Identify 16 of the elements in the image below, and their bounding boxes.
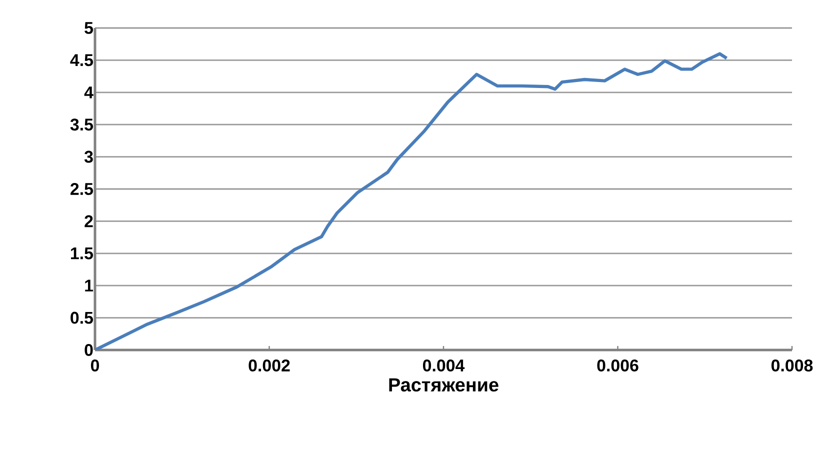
x-axis-title: Растяжение — [389, 378, 498, 392]
y-tick-label: 3 — [84, 150, 93, 163]
y-tick-label: 3.5 — [70, 118, 94, 131]
y-tick-label: 2.5 — [70, 183, 94, 196]
y-tick-label: 0.5 — [70, 312, 94, 324]
y-tick-label: 4.5 — [70, 54, 94, 66]
x-tick-label: 0.008 — [771, 359, 813, 372]
x-tick-label: 0.004 — [422, 359, 465, 372]
x-tick-label: 0.002 — [248, 359, 290, 372]
y-tick-label: 1.5 — [70, 247, 94, 260]
y-tick-label: 1 — [85, 280, 94, 292]
x-tick-label: 0.006 — [597, 359, 638, 372]
y-tick-label: 0 — [84, 344, 93, 356]
y-tick-label: 2 — [84, 215, 93, 228]
y-tick-label: 4 — [84, 86, 94, 98]
y-tick-label: 5 — [84, 22, 94, 34]
